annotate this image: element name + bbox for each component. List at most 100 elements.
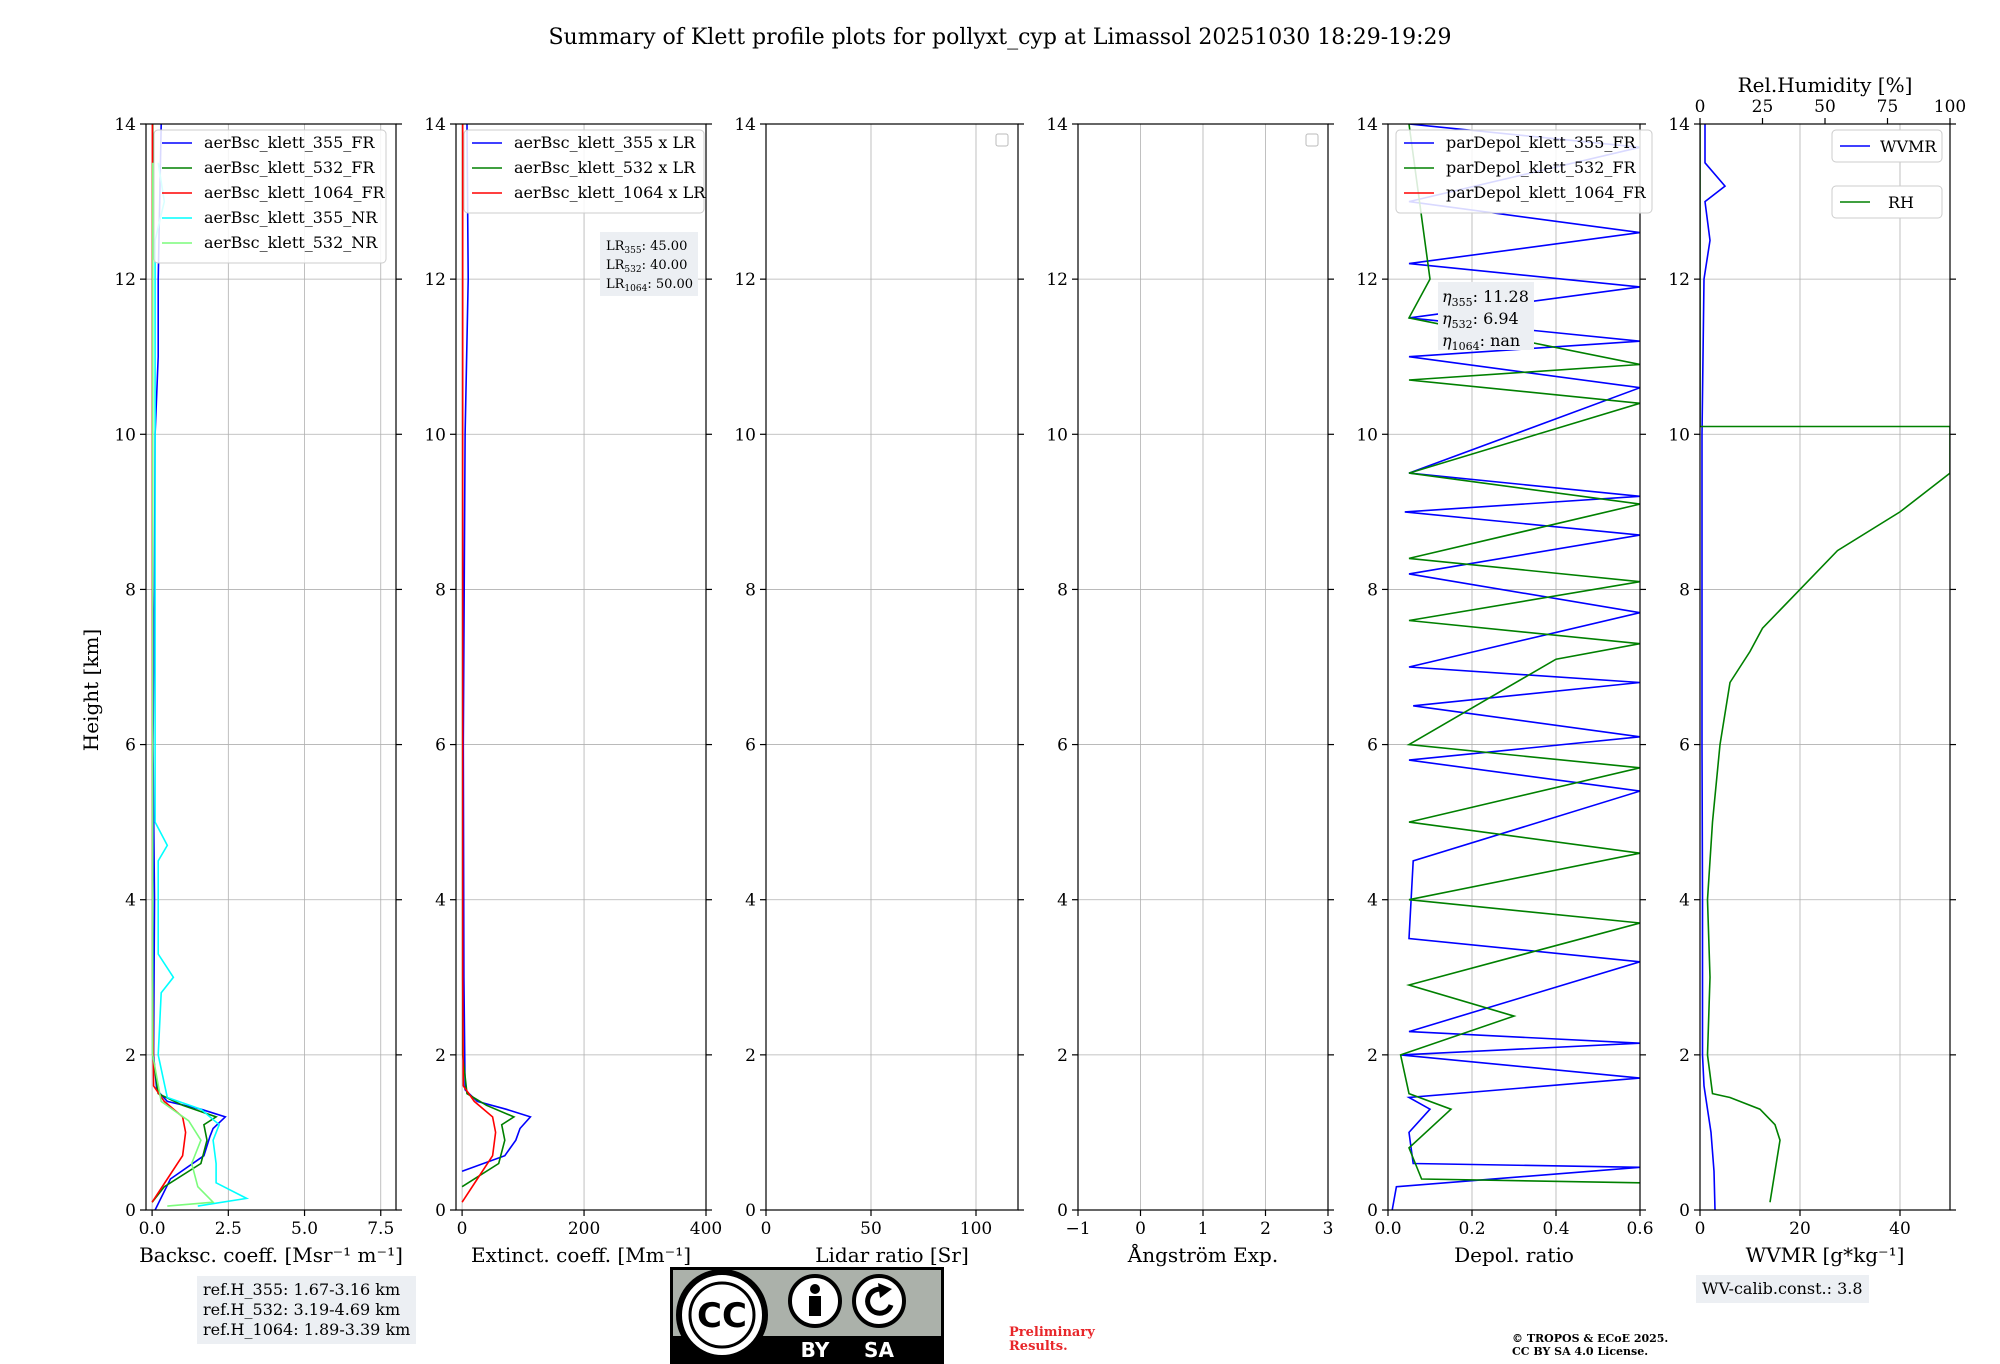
y-tick-label: 14 bbox=[1668, 115, 1690, 135]
y-tick-label: 2 bbox=[435, 1046, 446, 1066]
top-x-tick-label: 75 bbox=[1877, 97, 1899, 117]
y-tick-label: 10 bbox=[424, 425, 446, 445]
x-tick-label: 200 bbox=[568, 1219, 600, 1239]
y-tick-label: 12 bbox=[424, 270, 446, 290]
y-tick-label: 4 bbox=[745, 891, 756, 911]
axes-frame bbox=[145, 123, 397, 1211]
reference-heights-box: ref.H_355: 1.67-3.16 km ref.H_532: 3.19-… bbox=[197, 1276, 417, 1344]
y-tick-label: 2 bbox=[125, 1046, 136, 1066]
x-tick-label: 40 bbox=[1889, 1219, 1911, 1239]
y-tick-label: 6 bbox=[745, 736, 756, 756]
x-tick-label: 5.0 bbox=[291, 1219, 318, 1239]
y-tick-label: 14 bbox=[424, 115, 446, 135]
legend-entry: aerBsc_klett_355_FR bbox=[204, 133, 375, 152]
series-line-parDepol_klett_532_FR bbox=[1399, 124, 1640, 1184]
legend-entry: RH bbox=[1888, 193, 1914, 212]
legend-box bbox=[1831, 185, 1943, 219]
x-tick-label: 0 bbox=[761, 1219, 772, 1239]
x-tick-label: −1 bbox=[1065, 1219, 1090, 1239]
y-tick-label: 14 bbox=[734, 115, 756, 135]
empty-legend-icon bbox=[995, 133, 1009, 147]
x-tick-label: 0.2 bbox=[1458, 1219, 1485, 1239]
series-line-aerBsc_klett_1064 x LR bbox=[461, 124, 497, 1203]
y-tick-label: 0 bbox=[435, 1201, 446, 1221]
legend-entry: aerBsc_klett_532_NR bbox=[204, 233, 378, 252]
copyright-note: © TROPOS & ECoE 2025. CC BY SA 4.0 Licen… bbox=[1512, 1332, 1668, 1358]
x-tick-label: 0 bbox=[1135, 1219, 1146, 1239]
y-tick-label: 6 bbox=[435, 736, 446, 756]
lidar-ratio-text: LR1064: 50.00 bbox=[606, 277, 693, 294]
y-tick-label: 4 bbox=[1057, 891, 1068, 911]
panel-wvmr: 0 20 40 0 2 4 6 8 10 12 14 WVMR [g*kg⁻¹] 0 25 50 75 100 R… bbox=[1668, 73, 1966, 1267]
y-tick-label: 10 bbox=[734, 425, 756, 445]
y-tick-label: 10 bbox=[114, 425, 136, 445]
x-tick-label: 0 bbox=[457, 1219, 468, 1239]
x-tick-label: 0.4 bbox=[1542, 1219, 1569, 1239]
y-tick-label: 0 bbox=[125, 1201, 136, 1221]
x-tick-label: 7.5 bbox=[367, 1219, 394, 1239]
x-tick-label: 1 bbox=[1198, 1219, 1209, 1239]
x-tick-label: 20 bbox=[1789, 1219, 1811, 1239]
legend-entry: aerBsc_klett_1064 x LR bbox=[514, 183, 706, 202]
x-tick-label: 3 bbox=[1323, 1219, 1334, 1239]
series-line-RH bbox=[1700, 124, 1950, 1203]
y-tick-label: 6 bbox=[1057, 736, 1068, 756]
legend-box bbox=[153, 129, 387, 264]
eta-text: η355: 11.28 bbox=[1442, 287, 1529, 309]
y-tick-label: 8 bbox=[1057, 580, 1068, 600]
axes-frame bbox=[1699, 123, 1951, 1211]
y-tick-label: 12 bbox=[114, 270, 136, 290]
panel-extinction: 0 200 400 0 2 4 6 8 10 12 14 Extinct. coeff. [Mm⁻¹]… bbox=[424, 115, 722, 1267]
y-tick-label: 10 bbox=[1356, 425, 1378, 445]
y-tick-label: 0 bbox=[1679, 1201, 1690, 1221]
y-tick-label: 0 bbox=[1367, 1201, 1378, 1221]
person-body bbox=[809, 1296, 821, 1316]
cc-license-badge: CC BY SA bbox=[670, 1267, 944, 1364]
legend-entry: aerBsc_klett_532_FR bbox=[204, 158, 375, 177]
eta-text: η532: 6.94 bbox=[1442, 309, 1519, 331]
share-alike-icon bbox=[852, 1274, 906, 1328]
top-x-axis-label: Rel.Humidity [%] bbox=[1738, 73, 1913, 97]
series-line-aerBsc_klett_355 x LR bbox=[461, 124, 532, 1172]
series-line-WVMR bbox=[1701, 124, 1727, 1210]
y-tick-label: 8 bbox=[1367, 580, 1378, 600]
y-tick-label: 12 bbox=[734, 270, 756, 290]
legend-box bbox=[463, 129, 705, 214]
share-alike-arrow bbox=[878, 1283, 892, 1298]
y-tick-label: 2 bbox=[1679, 1046, 1690, 1066]
top-x-tick-label: 50 bbox=[1814, 97, 1836, 117]
y-tick-label: 14 bbox=[1356, 115, 1378, 135]
y-tick-label: 12 bbox=[1356, 270, 1378, 290]
ref-height-355: ref.H_355: 1.67-3.16 km bbox=[203, 1280, 401, 1299]
legend-entry: parDepol_klett_532_FR bbox=[1446, 158, 1637, 177]
y-tick-label: 14 bbox=[114, 115, 136, 135]
legend-entry: aerBsc_klett_355 x LR bbox=[514, 133, 696, 152]
x-tick-label: 0.0 bbox=[1374, 1219, 1401, 1239]
eta-box bbox=[1438, 282, 1534, 350]
x-axis-label: Backsc. coeff. [Msr⁻¹ m⁻¹] bbox=[139, 1243, 403, 1267]
y-tick-label: 4 bbox=[435, 891, 446, 911]
preliminary-note: Preliminary Results. bbox=[1009, 1326, 1095, 1354]
x-axis-label: Ångström Exp. bbox=[1127, 1242, 1278, 1267]
series-line-aerBsc_klett_355_NR bbox=[154, 162, 250, 1207]
legend-entry: WVMR bbox=[1880, 137, 1937, 156]
y-tick-label: 8 bbox=[125, 580, 136, 600]
panel-depol: 0.0 0.2 0.4 0.6 0 2 4 6 8 10 12 14 Depol. ratio parDe… bbox=[1356, 115, 1653, 1267]
y-tick-label: 12 bbox=[1046, 270, 1068, 290]
top-x-tick-label: 100 bbox=[1934, 97, 1966, 117]
ref-height-1064: ref.H_1064: 1.89-3.39 km bbox=[203, 1320, 411, 1339]
y-tick-label: 6 bbox=[1367, 736, 1378, 756]
ref-height-532: ref.H_532: 3.19-4.69 km bbox=[203, 1300, 401, 1319]
wv-calib-box: WV-calib.const.: 3.8 bbox=[1696, 1275, 1869, 1303]
x-axis-label: WVMR [g*kg⁻¹] bbox=[1746, 1243, 1905, 1267]
legend-box bbox=[1831, 129, 1943, 163]
legend-entry: aerBsc_klett_1064_FR bbox=[204, 183, 386, 202]
y-tick-label: 14 bbox=[1046, 115, 1068, 135]
wv-calib-text: WV-calib.const.: 3.8 bbox=[1702, 1279, 1863, 1298]
lidar-ratio-text: LR355: 45.00 bbox=[606, 239, 687, 256]
y-tick-label: 6 bbox=[1679, 736, 1690, 756]
axes-frame bbox=[765, 123, 1019, 1211]
cc-inner-ring bbox=[688, 1281, 756, 1349]
legend-entry: parDepol_klett_1064_FR bbox=[1446, 183, 1647, 202]
